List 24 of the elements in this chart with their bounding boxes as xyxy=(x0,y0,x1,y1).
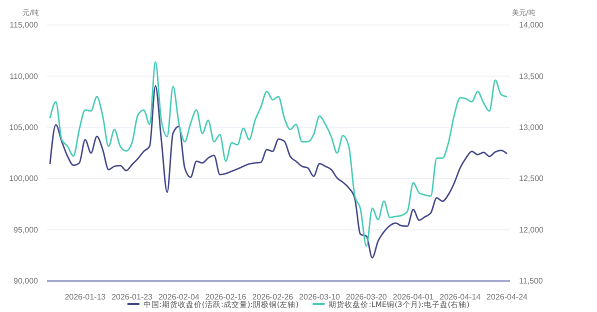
y2-tick-label: 13,000 xyxy=(519,122,544,132)
y-tick-label: 115,000 xyxy=(10,20,39,30)
y2-tick-label: 14,000 xyxy=(519,20,544,30)
y-tick-label: 110,000 xyxy=(10,72,39,81)
y-tick-label: 95,000 xyxy=(14,225,39,234)
x-tick-label: 2026-03-10 xyxy=(299,292,341,302)
y2-tick-label: 12,500 xyxy=(519,174,544,184)
y2-tick-label: 12,000 xyxy=(519,225,544,234)
x-tick-label: 2026-02-04 xyxy=(158,292,200,302)
y-tick-label: 90,000 xyxy=(14,276,39,286)
x-tick-label: 2026-01-13 xyxy=(64,292,106,302)
y-tick-label: 105,000 xyxy=(9,122,39,132)
x-tick-label: 2026-04-01 xyxy=(392,292,434,302)
x-tick-label: 2026-04-14 xyxy=(440,292,482,302)
line-series xyxy=(49,61,508,247)
x-tick-label: 2026-03-20 xyxy=(346,292,388,302)
y-tick-label: 100,000 xyxy=(9,174,39,184)
x-tick-label: 2026-02-26 xyxy=(252,292,294,302)
y2-tick-label: 11,500 xyxy=(519,276,544,286)
x-tick-label: 2026-02-16 xyxy=(205,292,247,302)
line-series xyxy=(49,85,508,259)
y2-tick-label: 13,500 xyxy=(519,72,544,81)
x-tick-label: 2026-01-23 xyxy=(112,292,154,302)
x-tick-label: 2026-04-24 xyxy=(486,292,528,302)
